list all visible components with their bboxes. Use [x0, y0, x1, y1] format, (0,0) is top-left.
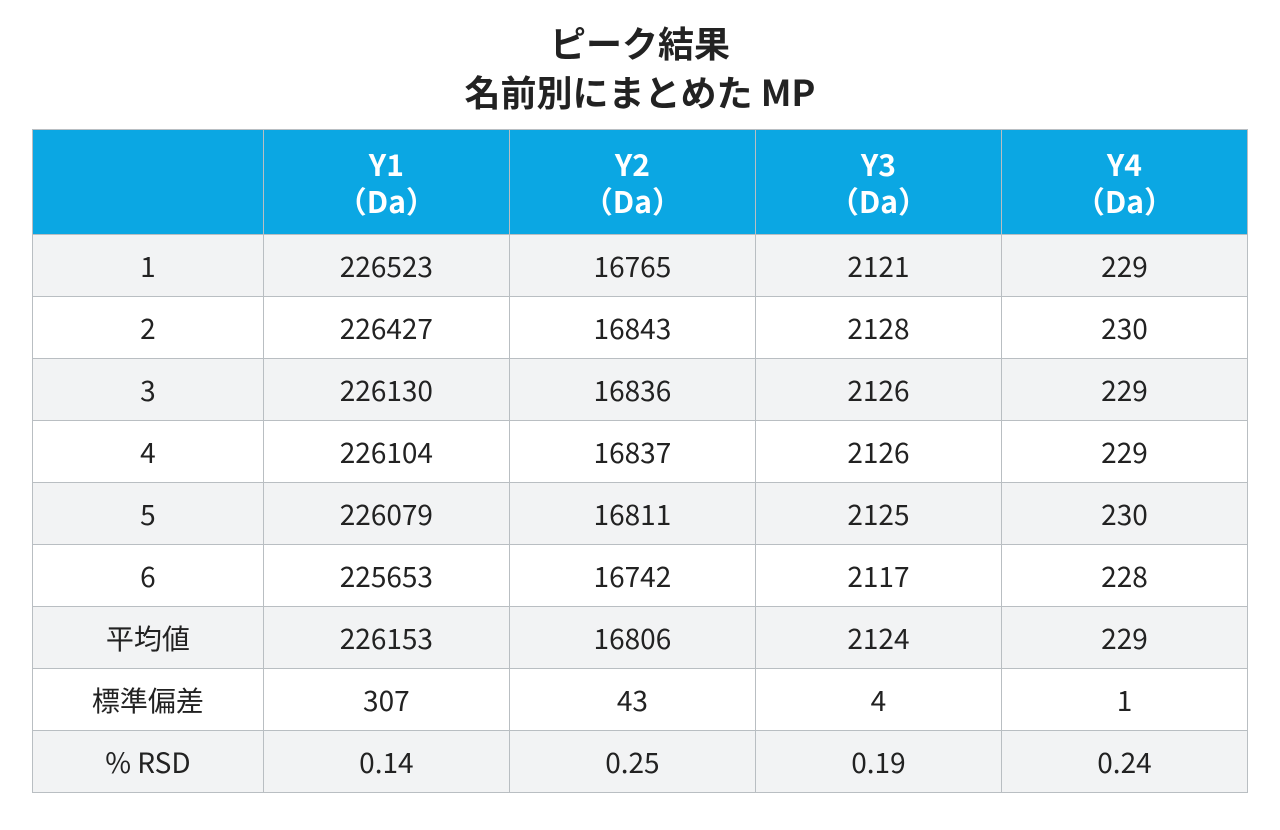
table-header-row: Y1 （Da） Y2 （Da） Y3 （Da） Y4 （Da）: [33, 130, 1248, 235]
cell-y4: 230: [1001, 483, 1247, 545]
table-row: 1 226523 16765 2121 229: [33, 235, 1248, 297]
cell-y2: 16836: [509, 359, 755, 421]
cell-y4: 229: [1001, 421, 1247, 483]
table-row: 5 226079 16811 2125 230: [33, 483, 1248, 545]
cell-y2: 16806: [509, 607, 755, 669]
cell-y2: 16837: [509, 421, 755, 483]
cell-y3: 0.19: [755, 731, 1001, 793]
cell-y3: 2121: [755, 235, 1001, 297]
cell-y4: 1: [1001, 669, 1247, 731]
cell-y1: 226427: [263, 297, 509, 359]
table-row: 標準偏差 307 43 4 1: [33, 669, 1248, 731]
cell-y1: 225653: [263, 545, 509, 607]
row-label: 1: [33, 235, 264, 297]
cell-y3: 2124: [755, 607, 1001, 669]
cell-y4: 229: [1001, 235, 1247, 297]
row-label: % RSD: [33, 731, 264, 793]
cell-y4: 228: [1001, 545, 1247, 607]
cell-y3: 2126: [755, 359, 1001, 421]
cell-y1: 226153: [263, 607, 509, 669]
cell-y3: 2117: [755, 545, 1001, 607]
table-row: 4 226104 16837 2126 229: [33, 421, 1248, 483]
row-label: 標準偏差: [33, 669, 264, 731]
cell-y4: 230: [1001, 297, 1247, 359]
cell-y4: 229: [1001, 359, 1247, 421]
cell-y2: 16765: [509, 235, 755, 297]
row-label: 6: [33, 545, 264, 607]
table-header-y4: Y4 （Da）: [1001, 130, 1247, 235]
row-label: 5: [33, 483, 264, 545]
table-header-y1: Y1 （Da）: [263, 130, 509, 235]
table-row: 6 225653 16742 2117 228: [33, 545, 1248, 607]
table-header-y2: Y2 （Da）: [509, 130, 755, 235]
row-label: 平均値: [33, 607, 264, 669]
cell-y3: 4: [755, 669, 1001, 731]
page-title: ピーク結果: [32, 18, 1248, 67]
cell-y1: 226079: [263, 483, 509, 545]
table-row: 3 226130 16836 2126 229: [33, 359, 1248, 421]
cell-y2: 43: [509, 669, 755, 731]
peak-results-table: Y1 （Da） Y2 （Da） Y3 （Da） Y4 （Da） 1: [32, 129, 1248, 793]
cell-y1: 226104: [263, 421, 509, 483]
cell-y3: 2125: [755, 483, 1001, 545]
cell-y1: 226130: [263, 359, 509, 421]
cell-y3: 2126: [755, 421, 1001, 483]
cell-y2: 0.25: [509, 731, 755, 793]
cell-y2: 16843: [509, 297, 755, 359]
cell-y1: 307: [263, 669, 509, 731]
table-row: 平均値 226153 16806 2124 229: [33, 607, 1248, 669]
table-header-y3: Y3 （Da）: [755, 130, 1001, 235]
cell-y4: 229: [1001, 607, 1247, 669]
table-header-blank: [33, 130, 264, 235]
row-label: 2: [33, 297, 264, 359]
row-label: 3: [33, 359, 264, 421]
cell-y1: 226523: [263, 235, 509, 297]
cell-y1: 0.14: [263, 731, 509, 793]
table-row: 2 226427 16843 2128 230: [33, 297, 1248, 359]
cell-y2: 16742: [509, 545, 755, 607]
page-subtitle: 名前別にまとめた MP: [32, 67, 1248, 116]
cell-y3: 2128: [755, 297, 1001, 359]
cell-y2: 16811: [509, 483, 755, 545]
row-label: 4: [33, 421, 264, 483]
cell-y4: 0.24: [1001, 731, 1247, 793]
table-row: % RSD 0.14 0.25 0.19 0.24: [33, 731, 1248, 793]
